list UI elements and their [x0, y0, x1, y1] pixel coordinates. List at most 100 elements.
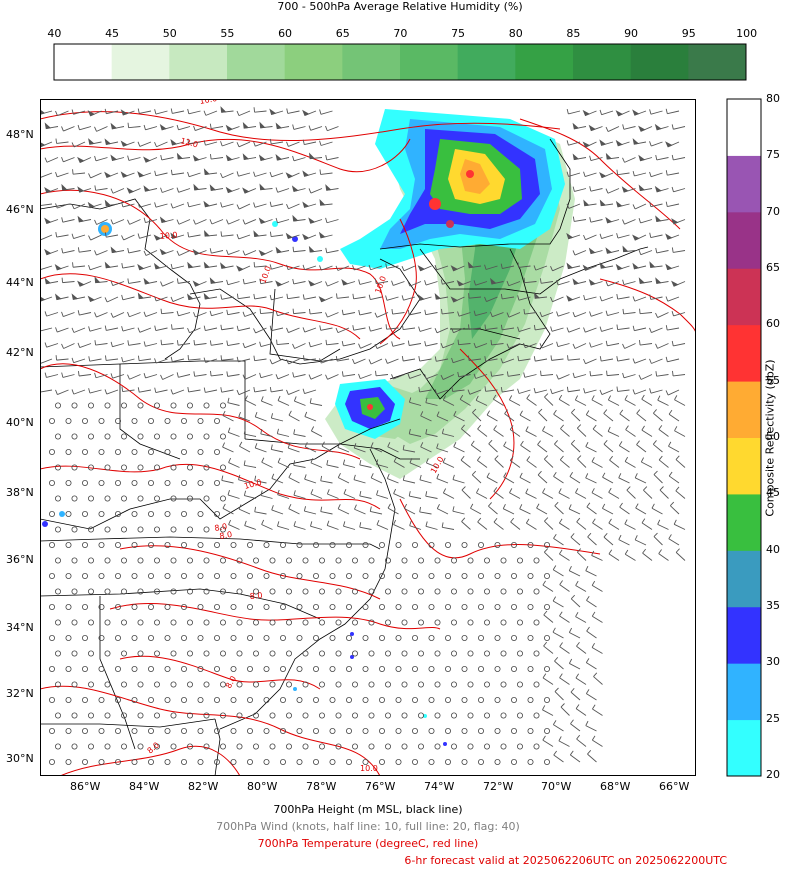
calm-wind-circle — [148, 759, 155, 766]
wind-barb-feather — [576, 641, 580, 647]
wind-barb-feather — [471, 470, 477, 476]
wind-barb-flag — [275, 246, 283, 254]
wind-barb — [584, 296, 597, 301]
wind-barb-flag — [203, 168, 211, 175]
wind-barb-feather — [675, 486, 680, 492]
wind-barb — [139, 234, 152, 239]
wind-barb — [634, 358, 647, 364]
wind-barb-feather — [566, 171, 569, 177]
wind-barb — [57, 203, 69, 209]
wind-barb — [205, 327, 218, 332]
calm-wind-circle — [516, 619, 523, 626]
wind-barb-flag — [341, 278, 349, 286]
calm-wind-circle — [543, 728, 550, 735]
wind-barb-feather — [671, 124, 674, 130]
wind-barb — [245, 399, 257, 406]
wind-barb-feather — [187, 171, 190, 177]
wind-barb — [359, 464, 372, 468]
wind-barb-feather — [203, 110, 207, 116]
wind-barb-feather — [484, 356, 487, 362]
wind-barb — [359, 526, 372, 530]
wind-barb — [343, 374, 356, 377]
wind-barb-flag — [655, 215, 662, 222]
wind-barb-feather — [484, 386, 487, 392]
wind-barb-feather — [517, 295, 520, 301]
calm-wind-circle — [121, 712, 128, 719]
calm-wind-circle — [98, 510, 105, 517]
wind-barb-feather — [543, 641, 548, 647]
wind-barb-feather — [636, 409, 641, 414]
wind-barb — [403, 479, 416, 484]
wind-barb — [624, 523, 636, 530]
wind-barb-feather — [77, 310, 80, 316]
wind-barb-flag — [203, 200, 211, 208]
wind-barb — [386, 327, 399, 330]
calm-wind-circle — [71, 433, 78, 440]
wind-barb-feather — [591, 611, 596, 617]
calm-wind-circle — [213, 572, 220, 579]
wind-barb-flag — [242, 187, 250, 194]
calm-wind-circle — [137, 526, 144, 533]
wind-barb-feather — [553, 471, 557, 477]
wind-barb — [326, 343, 339, 346]
wind-barb — [585, 327, 597, 333]
calm-wind-circle — [197, 759, 204, 766]
wind-barb — [477, 460, 488, 468]
wind-barb-flag — [71, 293, 79, 300]
wind-barb-feather — [418, 326, 421, 332]
wind-barb — [542, 677, 554, 685]
calm-wind-circle — [98, 635, 105, 642]
calm-wind-circle — [335, 743, 342, 750]
wind-barb — [338, 477, 350, 484]
wind-barb-feather — [626, 486, 631, 491]
wind-barb-feather — [288, 472, 292, 478]
wind-barb — [569, 632, 581, 639]
wind-barb-feather — [539, 278, 542, 284]
reflectivity-tick-label: 45 — [766, 486, 780, 500]
wind-barb-flag — [632, 262, 640, 270]
wind-barb-feather — [401, 266, 405, 271]
calm-wind-circle — [444, 759, 451, 766]
wind-barb — [139, 203, 152, 208]
calm-wind-circle — [527, 635, 534, 642]
wind-barb — [254, 172, 267, 177]
wind-barb — [304, 478, 317, 484]
calm-wind-circle — [351, 619, 358, 626]
wind-barb-feather — [253, 386, 256, 393]
wind-barb — [409, 433, 422, 437]
wind-barb — [370, 511, 383, 515]
wind-barb-flag — [621, 186, 629, 193]
wind-barb — [288, 508, 300, 515]
wind-barb-feather — [275, 310, 278, 316]
wind-barb — [403, 265, 416, 272]
wind-barb-feather — [618, 473, 622, 478]
wind-barb-flag — [153, 234, 162, 241]
wind-barb-feather — [243, 460, 246, 466]
calm-wind-circle — [148, 728, 155, 735]
calm-wind-circle — [48, 666, 55, 673]
wind-barb-feather — [592, 424, 597, 430]
wind-barb — [436, 358, 449, 362]
calm-wind-circle — [318, 557, 325, 564]
wind-barb — [668, 475, 680, 484]
calm-wind-circle — [362, 572, 369, 579]
calm-wind-circle — [516, 588, 523, 595]
calm-wind-circle — [98, 479, 105, 486]
temperature-contour-label: 10.0 — [199, 99, 218, 106]
wind-barb-flag — [566, 232, 574, 240]
wind-barb — [277, 525, 290, 530]
wind-barb — [584, 172, 597, 177]
wind-barb-feather — [220, 202, 223, 208]
rh-colorbar-cell — [457, 44, 516, 80]
wind-barb-feather — [55, 232, 58, 238]
wind-barb-flag — [318, 296, 327, 303]
calm-wind-circle — [230, 603, 237, 610]
wind-barb-feather — [537, 470, 542, 476]
wind-barb-flag — [434, 293, 442, 300]
wind-barb — [359, 312, 372, 316]
wind-barb — [453, 415, 465, 422]
wind-barb — [63, 312, 75, 318]
wind-barb-flag — [242, 153, 250, 160]
wind-barb — [244, 525, 257, 530]
wind-barb-feather — [203, 140, 206, 146]
